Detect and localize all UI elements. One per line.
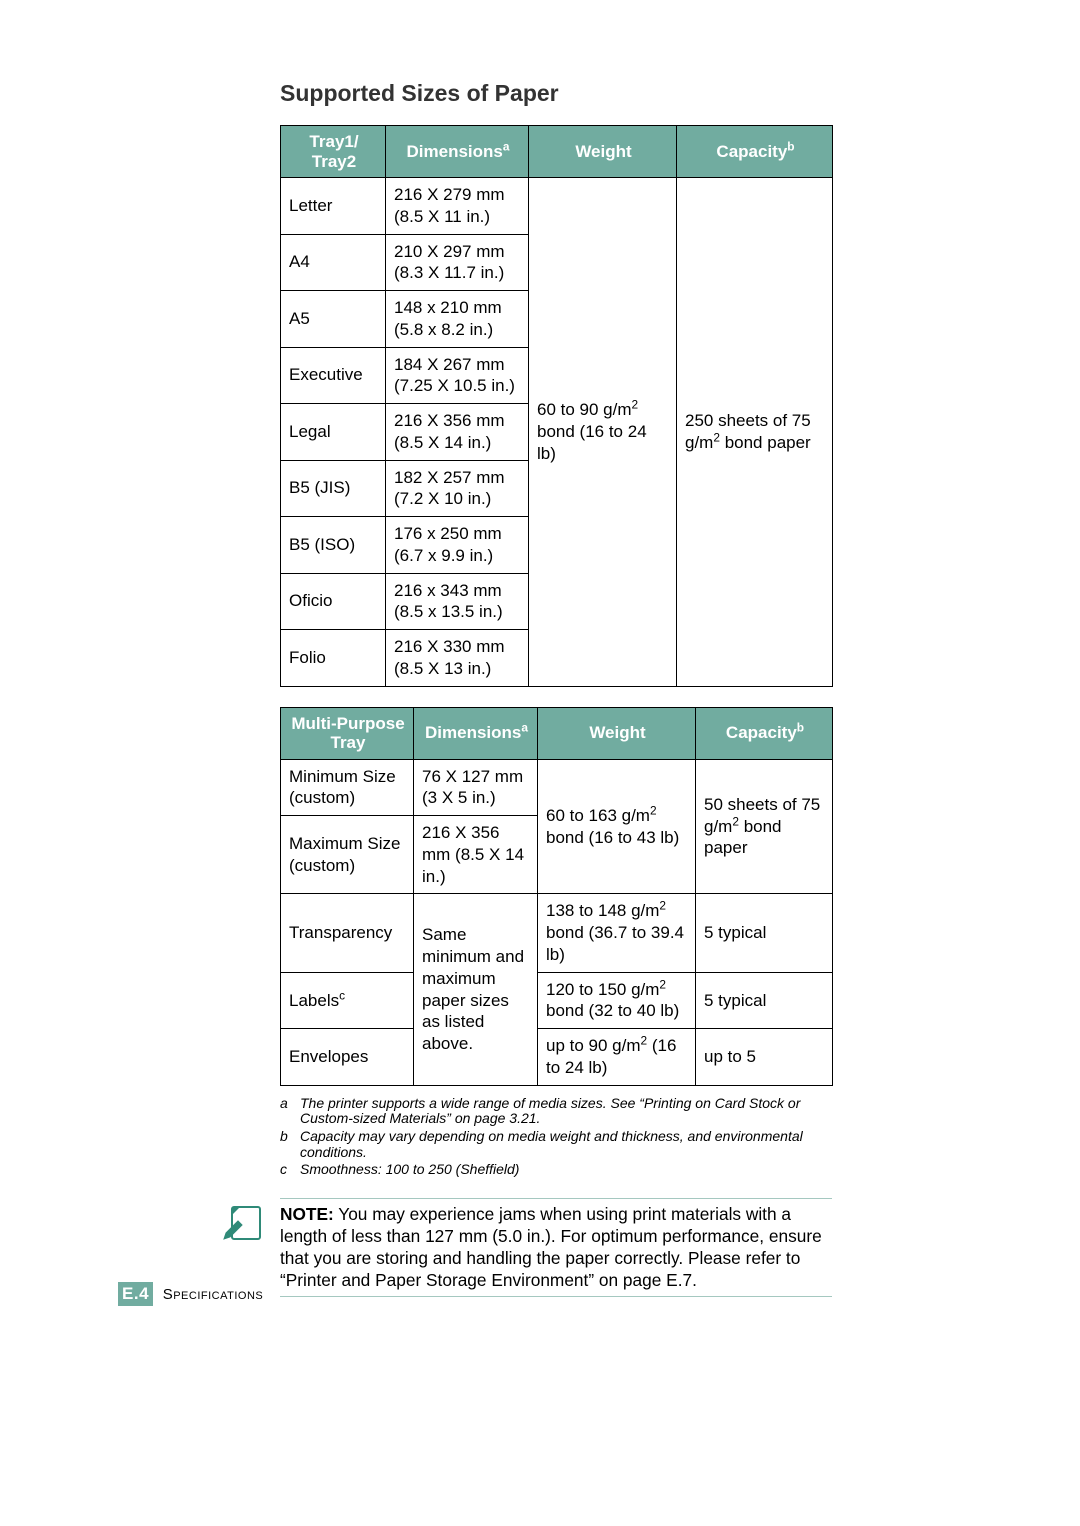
- cell-name: Legal: [281, 404, 386, 461]
- col-dimensions: Dimensionsa: [386, 126, 529, 178]
- cell-dim: 176 x 250 mm (6.7 x 9.9 in.): [386, 517, 529, 574]
- cell-name: Oficio: [281, 573, 386, 630]
- cell-dim: Same minimum and maximum paper sizes as …: [414, 894, 538, 1085]
- cell-name: Executive: [281, 347, 386, 404]
- cell-name: Folio: [281, 630, 386, 687]
- footnote-text: Capacity may vary depending on media wei…: [300, 1129, 832, 1160]
- cell-dim: 216 X 330 mm (8.5 X 13 in.): [386, 630, 529, 687]
- footnote: aThe printer supports a wide range of me…: [280, 1096, 832, 1127]
- table-row: Labelsc 120 to 150 g/m2 bond (32 to 40 l…: [281, 972, 833, 1029]
- footnote-text: Smoothness: 100 to 250 (Sheffield): [300, 1162, 832, 1178]
- cell-capacity: 5 typical: [696, 972, 833, 1029]
- cell-dim: 216 X 279 mm (8.5 X 11 in.): [386, 178, 529, 235]
- cell-name: A5: [281, 291, 386, 348]
- cell-capacity: 5 typical: [696, 894, 833, 972]
- cell-dim: 182 X 257 mm (7.2 X 10 in.): [386, 460, 529, 517]
- cell-name: B5 (JIS): [281, 460, 386, 517]
- cell-name: Minimum Size (custom): [281, 759, 414, 816]
- cell-dim: 216 X 356 mm (8.5 X 14 in.): [386, 404, 529, 461]
- section-name: Specifications: [163, 1286, 264, 1303]
- note-text: NOTE: You may experience jams when using…: [280, 1203, 832, 1292]
- footnote-text: The printer supports a wide range of med…: [300, 1096, 832, 1127]
- footnote-key: c: [280, 1162, 300, 1178]
- footnote: bCapacity may vary depending on media we…: [280, 1129, 832, 1160]
- footnotes: aThe printer supports a wide range of me…: [280, 1096, 832, 1178]
- note-body: You may experience jams when using print…: [280, 1204, 822, 1290]
- page-title: Supported Sizes of Paper: [280, 80, 832, 107]
- cell-dim: 216 X 356 mm (8.5 X 14 in.): [414, 816, 538, 894]
- footnote-key: b: [280, 1129, 300, 1160]
- table-row: Letter216 X 279 mm (8.5 X 11 in.)60 to 9…: [281, 178, 833, 235]
- cell-dim: 148 x 210 mm (5.8 x 8.2 in.): [386, 291, 529, 348]
- col-weight: Weight: [529, 126, 677, 178]
- cell-weight: 120 to 150 g/m2 bond (32 to 40 lb): [538, 972, 696, 1029]
- col-tray: Tray1/Tray2: [281, 126, 386, 178]
- footnote-key: a: [280, 1096, 300, 1127]
- col-weight: Weight: [538, 707, 696, 759]
- cell-name: Transparency: [281, 894, 414, 972]
- cell-weight: 60 to 163 g/m2 bond (16 to 43 lb): [538, 759, 696, 894]
- cell-capacity: up to 5: [696, 1029, 833, 1086]
- table-row: Minimum Size (custom) 76 X 127 mm (3 X 5…: [281, 759, 833, 816]
- page-footer: E.4 Specifications: [118, 1282, 818, 1306]
- table-header-row: Multi-Purpose Tray Dimensionsa Weight Ca…: [281, 707, 833, 759]
- cell-name: A4: [281, 234, 386, 291]
- cell-weight: 138 to 148 g/m2 bond (36.7 to 39.4 lb): [538, 894, 696, 972]
- paper-sizes-table-tray: Tray1/Tray2 Dimensionsa Weight Capacityb…: [280, 125, 833, 687]
- note-icon: [220, 1203, 264, 1243]
- cell-name: Maximum Size (custom): [281, 816, 414, 894]
- table-header-row: Tray1/Tray2 Dimensionsa Weight Capacityb: [281, 126, 833, 178]
- paper-sizes-table-mpt: Multi-Purpose Tray Dimensionsa Weight Ca…: [280, 707, 833, 1086]
- cell-weight: up to 90 g/m2 (16 to 24 lb): [538, 1029, 696, 1086]
- col-capacity: Capacityb: [677, 126, 833, 178]
- cell-dim: 76 X 127 mm (3 X 5 in.): [414, 759, 538, 816]
- cell-capacity: 250 sheets of 75 g/m2 bond paper: [677, 178, 833, 687]
- cell-dim: 184 X 267 mm (7.25 X 10.5 in.): [386, 347, 529, 404]
- note-lead: NOTE:: [280, 1204, 334, 1224]
- cell-weight: 60 to 90 g/m2 bond (16 to 24 lb): [529, 178, 677, 687]
- col-capacity: Capacityb: [696, 707, 833, 759]
- cell-dim: 210 X 297 mm (8.3 X 11.7 in.): [386, 234, 529, 291]
- table-row: Envelopes up to 90 g/m2 (16 to 24 lb) up…: [281, 1029, 833, 1086]
- table-row: Transparency Same minimum and maximum pa…: [281, 894, 833, 972]
- cell-name: Letter: [281, 178, 386, 235]
- page-number-badge: E.4: [118, 1282, 153, 1306]
- footnote: cSmoothness: 100 to 250 (Sheffield): [280, 1162, 832, 1178]
- cell-dim: 216 x 343 mm (8.5 x 13.5 in.): [386, 573, 529, 630]
- cell-name: Envelopes: [281, 1029, 414, 1086]
- cell-name: B5 (ISO): [281, 517, 386, 574]
- col-mpt: Multi-Purpose Tray: [281, 707, 414, 759]
- cell-name: Labelsc: [281, 972, 414, 1029]
- cell-capacity: 50 sheets of 75 g/m2 bond paper: [696, 759, 833, 894]
- col-dimensions: Dimensionsa: [414, 707, 538, 759]
